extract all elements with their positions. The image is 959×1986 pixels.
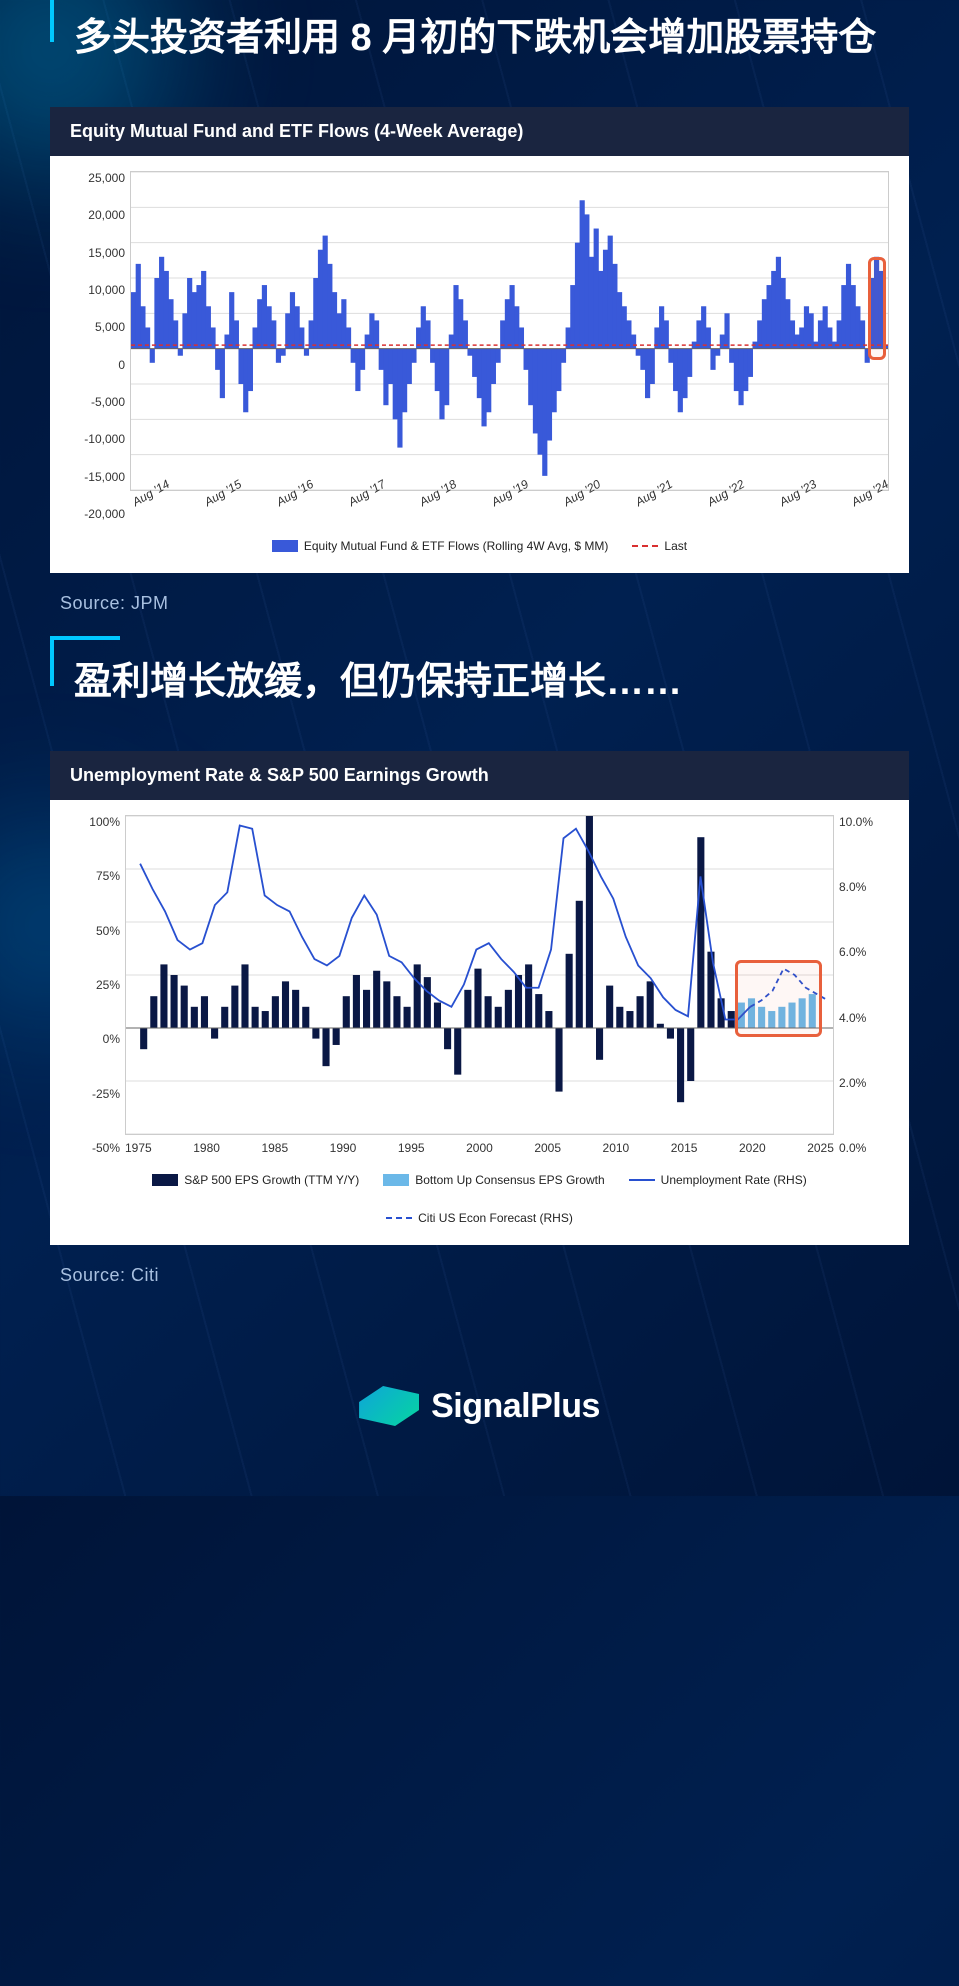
ytick-label: 100%: [65, 815, 120, 829]
chart2-header: Unemployment Rate & S&P 500 Earnings Gro…: [50, 751, 909, 800]
ytick-label: 10,000: [70, 283, 125, 297]
ytick-label: -20,000: [70, 507, 125, 521]
chart2-body: 100% 75% 50% 25% 0% -25% -50% 10.0% 8.0% 6.0% 4.0…: [50, 800, 909, 1245]
xtick-label: 2000: [466, 1141, 493, 1155]
ytick-label: -25%: [65, 1087, 120, 1101]
ytick-label: 0: [70, 358, 125, 372]
chart1-yaxis: 25,000 20,000 15,000 10,000 5,000 0 -5,000 -10,…: [70, 171, 125, 521]
xtick-label: 1980: [193, 1141, 220, 1155]
chart1-card: Equity Mutual Fund and ETF Flows (4-Week…: [50, 107, 909, 573]
ytick-label: 4.0%: [839, 1011, 889, 1025]
section1-title-block: 多头投资者利用 8 月初的下跌机会增加股票持仓: [50, 10, 909, 67]
legend-label: S&P 500 EPS Growth (TTM Y/Y): [184, 1173, 359, 1187]
ytick-label: 0%: [65, 1032, 120, 1046]
chart2-card: Unemployment Rate & S&P 500 Earnings Gro…: [50, 751, 909, 1245]
chart2-yaxis-right: 10.0% 8.0% 6.0% 4.0% 2.0% 0.0%: [839, 815, 889, 1155]
legend-swatch: [383, 1174, 409, 1186]
ytick-label: 50%: [65, 924, 120, 938]
ytick-label: 25,000: [70, 171, 125, 185]
xtick-label: 2005: [534, 1141, 561, 1155]
section2-title: 盈利增长放缓，但仍保持正增长……: [50, 654, 909, 711]
ytick-label: 5,000: [70, 320, 125, 334]
xtick-label: 2015: [671, 1141, 698, 1155]
legend-swatch: [386, 1217, 412, 1219]
legend-label: Citi US Econ Forecast (RHS): [418, 1211, 573, 1225]
chart2-highlight: [735, 960, 822, 1037]
xtick-label: 1985: [261, 1141, 288, 1155]
source1: Source: JPM: [60, 593, 909, 614]
legend-item: Last: [632, 539, 687, 553]
chart1-xaxis: Aug '14Aug '15Aug '16Aug '17Aug '18Aug '…: [130, 491, 889, 521]
legend-item: S&P 500 EPS Growth (TTM Y/Y): [152, 1173, 359, 1187]
logo-text: SignalPlus: [431, 1387, 600, 1426]
ytick-label: 8.0%: [839, 880, 889, 894]
legend-swatch: [272, 540, 298, 552]
section2-title-block: 盈利增长放缓，但仍保持正增长……: [50, 654, 909, 711]
ytick-label: -10,000: [70, 432, 125, 446]
xtick-label: 2020: [739, 1141, 766, 1155]
ytick-label: 6.0%: [839, 945, 889, 959]
legend-item: Equity Mutual Fund & ETF Flows (Rolling …: [272, 539, 609, 553]
ytick-label: -50%: [65, 1141, 120, 1155]
chart1-header: Equity Mutual Fund and ETF Flows (4-Week…: [50, 107, 909, 156]
legend-swatch: [629, 1179, 655, 1181]
ytick-label: -15,000: [70, 470, 125, 484]
xtick-label: 2025: [807, 1141, 834, 1155]
legend-label: Last: [664, 539, 687, 553]
chart1-plot: [130, 171, 889, 491]
legend-item: Unemployment Rate (RHS): [629, 1173, 807, 1187]
ytick-label: 10.0%: [839, 815, 889, 829]
xtick-label: 1990: [330, 1141, 357, 1155]
legend-item: Citi US Econ Forecast (RHS): [386, 1211, 573, 1225]
ytick-label: 0.0%: [839, 1141, 889, 1155]
chart2-plot: [125, 815, 834, 1135]
chart2-legend: S&P 500 EPS Growth (TTM Y/Y) Bottom Up Co…: [70, 1155, 889, 1225]
legend-swatch: [632, 545, 658, 547]
xtick-label: 1975: [125, 1141, 152, 1155]
xtick-label: 2010: [603, 1141, 630, 1155]
chart1-legend: Equity Mutual Fund & ETF Flows (Rolling …: [70, 521, 889, 553]
ytick-label: 75%: [65, 869, 120, 883]
ytick-label: 15,000: [70, 246, 125, 260]
chart1-svg: [131, 172, 888, 490]
chart2-xaxis: 1975 1980 1985 1990 1995 2000 2005 2010 2015 2020…: [125, 1135, 834, 1155]
legend-swatch: [152, 1174, 178, 1186]
ytick-label: 2.0%: [839, 1076, 889, 1090]
footer-logo: SignalPlus: [50, 1356, 909, 1436]
legend-label: Unemployment Rate (RHS): [661, 1173, 807, 1187]
legend-label: Equity Mutual Fund & ETF Flows (Rolling …: [304, 539, 609, 553]
ytick-label: 20,000: [70, 208, 125, 222]
ytick-label: 25%: [65, 978, 120, 992]
chart2-yaxis-left: 100% 75% 50% 25% 0% -25% -50%: [65, 815, 120, 1155]
legend-label: Bottom Up Consensus EPS Growth: [415, 1173, 604, 1187]
section1-title: 多头投资者利用 8 月初的下跌机会增加股票持仓: [50, 10, 909, 67]
logo-icon: [359, 1386, 419, 1426]
chart2-svg: [126, 816, 833, 1134]
legend-item: Bottom Up Consensus EPS Growth: [383, 1173, 604, 1187]
chart1-highlight: [868, 257, 886, 359]
chart1-body: 25,000 20,000 15,000 10,000 5,000 0 -5,000 -10,…: [50, 156, 909, 573]
ytick-label: -5,000: [70, 395, 125, 409]
source2: Source: Citi: [60, 1265, 909, 1286]
xtick-label: 1995: [398, 1141, 425, 1155]
